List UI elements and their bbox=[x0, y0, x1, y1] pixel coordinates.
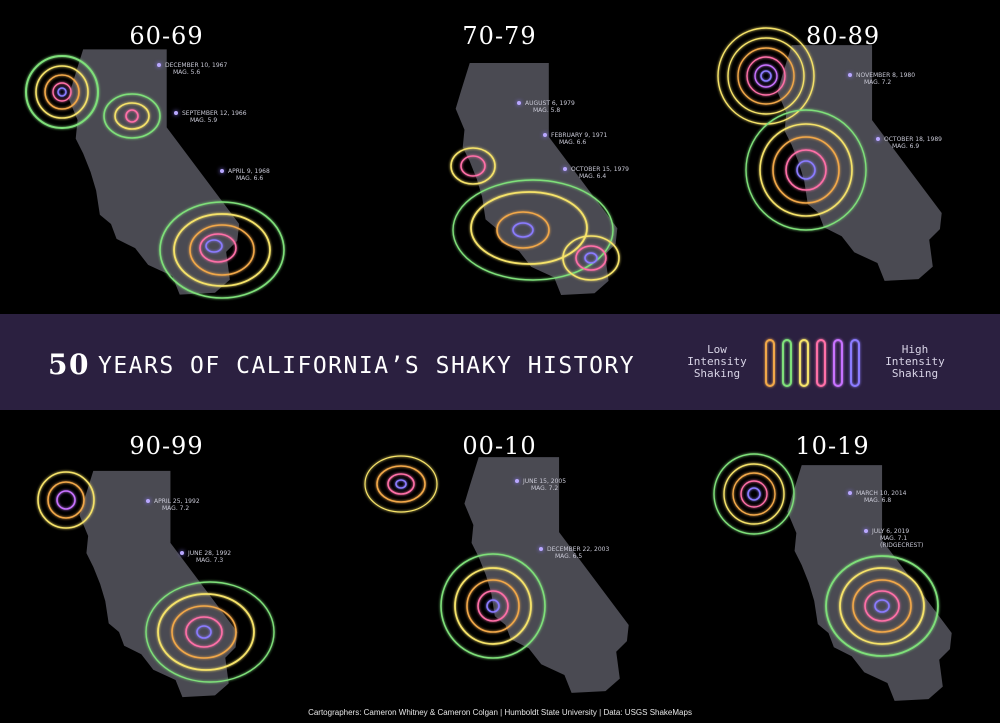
epicenter-marker bbox=[146, 499, 150, 503]
map-1970s bbox=[450, 63, 620, 295]
legend-intensity-bar bbox=[850, 339, 860, 387]
quake-label: October 18, 1989 Mag. 6.9 bbox=[876, 136, 942, 150]
epicenter-marker bbox=[174, 111, 178, 115]
legend-intensity-bar bbox=[782, 339, 792, 387]
quake-label: July 6, 2019 Mag. 7.1 (Ridgecrest) bbox=[864, 528, 923, 549]
quake-label: April 9, 1968 Mag. 6.6 bbox=[220, 168, 270, 182]
epicenter-marker bbox=[563, 167, 567, 171]
epicenter-marker bbox=[848, 73, 852, 77]
epicenter-marker bbox=[517, 101, 521, 105]
quake-label: December 10, 1967 Mag. 5.6 bbox=[157, 62, 227, 76]
epicenter-marker bbox=[539, 547, 543, 551]
map-2000s bbox=[364, 455, 629, 693]
quake-label: April 25, 1992 Mag. 7.2 bbox=[146, 498, 200, 512]
epicenter-marker bbox=[864, 529, 868, 533]
quake-label: October 15, 1979 Mag. 6.4 bbox=[563, 166, 629, 180]
decade-title: 10-19 bbox=[795, 432, 870, 460]
decade-title: 00-10 bbox=[462, 432, 537, 460]
quake-label: February 9, 1971 Mag. 6.6 bbox=[543, 132, 607, 146]
panel-1970s: 70-79 August 6, 1979 Mag. 5.8 February 9… bbox=[333, 0, 666, 310]
shaking-contours bbox=[717, 27, 867, 231]
legend-intensity-bar bbox=[816, 339, 826, 387]
main-title: 50 YEARS OF CALIFORNIA’S SHAKY HISTORY bbox=[48, 348, 635, 381]
shaking-contours bbox=[25, 55, 285, 299]
legend-intensity-bar bbox=[765, 339, 775, 387]
quake-label: June 28, 1992 Mag. 7.3 bbox=[180, 550, 231, 564]
panel-1980s: 80-89 November 8, 1980 Mag. 7.2 October … bbox=[666, 0, 999, 310]
shaking-contours bbox=[37, 471, 275, 683]
quake-label: December 22, 2003 Mag. 6.5 bbox=[539, 546, 609, 560]
decade-title: 80-89 bbox=[806, 22, 881, 50]
epicenter-marker bbox=[180, 551, 184, 555]
panel-2010s: 10-19 March 10, 2014 Mag. 6.8 July 6, 20… bbox=[666, 410, 999, 720]
title-number: 50 bbox=[48, 348, 90, 381]
legend-intensity-bar bbox=[833, 339, 843, 387]
epicenter-marker bbox=[876, 137, 880, 141]
quake-label: September 12, 1966 Mag. 5.9 bbox=[174, 110, 247, 124]
epicenter-marker bbox=[220, 169, 224, 173]
legend-intensity-bar bbox=[799, 339, 809, 387]
epicenter-marker bbox=[848, 491, 852, 495]
intensity-legend bbox=[765, 339, 860, 387]
credits-footer: Cartographers: Cameron Whitney & Cameron… bbox=[308, 708, 692, 717]
panel-2000s: 00-10 June 15, 2005 Mag. 7.2 December 22… bbox=[333, 410, 666, 720]
shaking-contours bbox=[713, 453, 939, 657]
decade-title: 70-79 bbox=[462, 22, 537, 50]
california-landmass bbox=[68, 49, 240, 295]
quake-label: March 10, 2014 Mag. 6.8 bbox=[848, 490, 906, 504]
map-2010s bbox=[713, 453, 952, 701]
title-text: YEARS OF CALIFORNIA’S SHAKY HISTORY bbox=[97, 353, 636, 379]
title-band: 50 YEARS OF CALIFORNIA’S SHAKY HISTORY Lo… bbox=[0, 314, 1000, 410]
epicenter-marker bbox=[515, 479, 519, 483]
decade-title: 90-99 bbox=[129, 432, 204, 460]
panel-1960s: 60-69 December 10, 1967 Mag. 5.6 Septemb… bbox=[0, 0, 333, 310]
shaking-contours bbox=[450, 147, 620, 281]
quake-label: June 15, 2005 Mag. 7.2 bbox=[515, 478, 566, 492]
shaking-contours bbox=[364, 455, 546, 659]
legend-high-label: High Intensity Shaking bbox=[885, 343, 945, 380]
map-1960s bbox=[25, 49, 285, 299]
decade-title: 60-69 bbox=[129, 22, 204, 50]
quake-label: August 6, 1979 Mag. 5.8 bbox=[517, 100, 575, 114]
epicenter-marker bbox=[157, 63, 161, 67]
map-1980s bbox=[717, 27, 942, 281]
epicenter-marker bbox=[543, 133, 547, 137]
map-1990s bbox=[37, 470, 275, 698]
quake-label: November 8, 1980 Mag. 7.2 bbox=[848, 72, 915, 86]
panel-1990s: 90-99 April 25, 1992 Mag. 7.2 June 28, 1… bbox=[0, 410, 333, 720]
legend-low-label: Low Intensity Shaking bbox=[687, 343, 747, 380]
